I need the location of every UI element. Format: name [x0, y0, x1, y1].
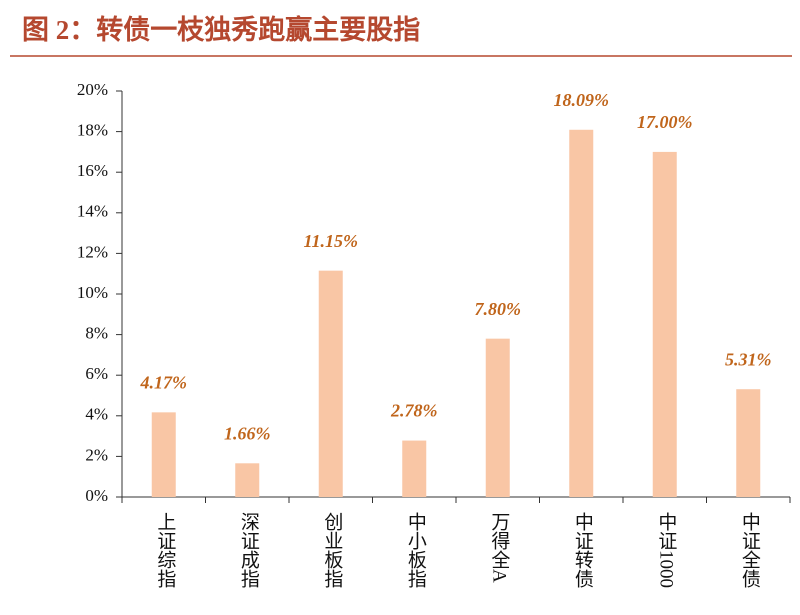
- y-tick-label: 20%: [77, 80, 108, 99]
- value-label: 17.00%: [637, 112, 693, 132]
- y-tick-label: 10%: [77, 283, 108, 302]
- y-tick-label: 12%: [77, 242, 108, 261]
- y-tick-label: 2%: [85, 445, 108, 464]
- x-tick-label: 万得全A: [488, 512, 510, 583]
- value-label: 18.09%: [554, 90, 610, 110]
- value-label: 4.17%: [140, 372, 188, 392]
- x-tick-label: 中证转债: [572, 512, 594, 588]
- y-tick-label: 4%: [85, 405, 108, 424]
- value-label: 2.78%: [390, 401, 438, 421]
- chart-title: 图 2：转债一枝独秀跑赢主要股指: [22, 14, 420, 45]
- value-label: 5.31%: [725, 349, 772, 369]
- bar: [402, 440, 427, 497]
- x-tick-label: 深证成指: [238, 512, 260, 588]
- y-tick-label: 0%: [85, 486, 108, 505]
- x-tick-label: 中证1000: [655, 512, 677, 588]
- value-label: 7.80%: [475, 299, 522, 319]
- bar: [736, 389, 761, 497]
- x-tick-label: 中证全债: [739, 512, 761, 588]
- x-tick-label: 上证综指: [154, 512, 176, 588]
- value-label: 1.66%: [224, 423, 271, 443]
- bar: [652, 151, 677, 497]
- x-tick-label: 创业板指: [321, 512, 343, 588]
- bar: [151, 412, 176, 497]
- bar: [235, 463, 260, 497]
- y-tick-label: 14%: [77, 202, 108, 221]
- bar: [485, 338, 510, 497]
- y-tick-label: 6%: [85, 364, 108, 383]
- bar: [318, 270, 343, 497]
- y-tick-label: 8%: [85, 324, 108, 343]
- bar: [569, 129, 594, 497]
- y-tick-label: 18%: [77, 121, 108, 140]
- x-tick-label: 中小板指: [405, 512, 427, 588]
- value-label: 11.15%: [303, 231, 358, 251]
- y-tick-label: 16%: [77, 161, 108, 180]
